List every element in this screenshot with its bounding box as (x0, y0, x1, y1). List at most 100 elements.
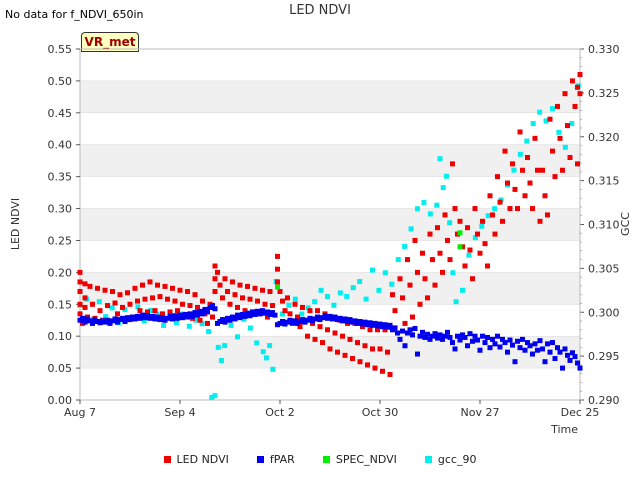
point-led-ndvi (457, 218, 463, 224)
point-fpar (577, 365, 583, 371)
point-led-ndvi (492, 231, 498, 237)
point-gcc-90 (556, 129, 562, 135)
point-spec-ndvi (457, 230, 463, 236)
point-fpar (252, 311, 258, 317)
point-led-ndvi (117, 292, 123, 298)
point-gcc-90 (453, 299, 459, 305)
point-gcc-90 (450, 270, 456, 276)
x-axis-title: Time (550, 423, 578, 436)
point-fpar (402, 343, 408, 349)
point-fpar (205, 309, 210, 315)
point-led-ndvi (150, 295, 155, 301)
point-led-ndvi (82, 295, 88, 301)
point-gcc-90 (206, 329, 212, 335)
point-gcc-90 (286, 302, 292, 308)
point-led-ndvi (292, 301, 298, 307)
point-gcc-90 (492, 206, 498, 212)
point-fpar (202, 306, 208, 312)
point-led-ndvi (412, 237, 418, 243)
point-led-ndvi (167, 309, 173, 315)
point-fpar (327, 313, 333, 319)
point-fpar (250, 309, 255, 315)
x-tick-label: Dec 25 (561, 406, 600, 419)
point-led-ndvi (487, 193, 493, 199)
point-led-ndvi (372, 365, 378, 371)
point-led-ndvi (210, 314, 215, 320)
point-gcc-90 (209, 394, 215, 400)
no-data-note: No data for f_NDVI_650in (5, 8, 144, 21)
point-led-ndvi (327, 346, 333, 352)
point-fpar (487, 345, 493, 351)
point-fpar (552, 356, 558, 362)
point-led-ndvi (552, 174, 558, 180)
point-led-ndvi (445, 237, 450, 243)
point-fpar (535, 347, 540, 353)
point-led-ndvi (490, 212, 495, 218)
point-led-ndvi (510, 161, 515, 167)
point-fpar (415, 351, 420, 357)
point-gcc-90 (562, 144, 568, 150)
point-fpar (445, 329, 450, 335)
point-gcc-90 (218, 358, 224, 364)
point-led-ndvi (505, 180, 510, 186)
point-led-ndvi (307, 308, 313, 314)
point-led-ndvi (227, 301, 233, 307)
point-fpar (82, 319, 88, 325)
y-tick-label: 0.05 (48, 362, 73, 375)
point-gcc-90 (241, 316, 247, 322)
point-fpar (120, 315, 125, 321)
point-gcc-90 (148, 307, 154, 313)
point-fpar (182, 311, 188, 317)
legend-swatch-gcc-90 (424, 456, 432, 463)
point-fpar (545, 341, 550, 347)
point-fpar (347, 317, 353, 323)
point-led-ndvi (477, 250, 483, 256)
point-fpar (397, 336, 403, 342)
point-led-ndvi (375, 327, 380, 333)
point-led-ndvi (480, 218, 485, 224)
point-fpar (210, 303, 215, 309)
point-fpar (387, 322, 393, 328)
x-axis: Aug 7 Sep 4 Oct 2 Oct 30 Nov 27 Dec 25 (64, 400, 599, 419)
point-gcc-90 (299, 311, 305, 317)
point-gcc-90 (337, 290, 343, 296)
point-fpar (555, 345, 560, 351)
point-fpar (477, 347, 483, 353)
point-led-ndvi (357, 359, 363, 365)
point-led-ndvi (340, 333, 345, 339)
point-led-ndvi (275, 253, 280, 259)
point-fpar (500, 336, 505, 342)
point-led-ndvi (225, 289, 230, 295)
point-fpar (457, 337, 463, 343)
point-fpar (475, 337, 480, 343)
point-led-ndvi (497, 199, 503, 205)
point-fpar (575, 360, 580, 366)
point-led-ndvi (565, 123, 570, 129)
point-led-ndvi (435, 225, 440, 231)
point-fpar (495, 333, 500, 339)
y2-tick-label: 0.305 (588, 262, 620, 275)
point-fpar (517, 345, 523, 351)
point-led-ndvi (212, 263, 218, 269)
point-gcc-90 (215, 344, 221, 350)
point-fpar (227, 317, 233, 323)
point-led-ndvi (287, 311, 293, 317)
point-gcc-90 (199, 321, 205, 327)
point-led-ndvi (165, 296, 170, 302)
legend-swatch-led-ndvi (163, 456, 171, 463)
point-fpar (265, 309, 270, 315)
point-gcc-90 (376, 287, 382, 293)
point-led-ndvi (297, 324, 303, 330)
point-gcc-90 (569, 121, 575, 127)
point-led-ndvi (267, 289, 273, 295)
point-fpar (257, 311, 263, 317)
point-fpar (417, 333, 423, 339)
point-fpar (542, 359, 548, 365)
point-led-ndvi (82, 281, 88, 287)
point-led-ndvi (347, 336, 353, 342)
point-led-ndvi (262, 301, 268, 307)
point-gcc-90 (193, 317, 199, 323)
point-fpar (352, 318, 358, 324)
point-fpar (537, 338, 543, 344)
point-gcc-90 (485, 213, 491, 219)
